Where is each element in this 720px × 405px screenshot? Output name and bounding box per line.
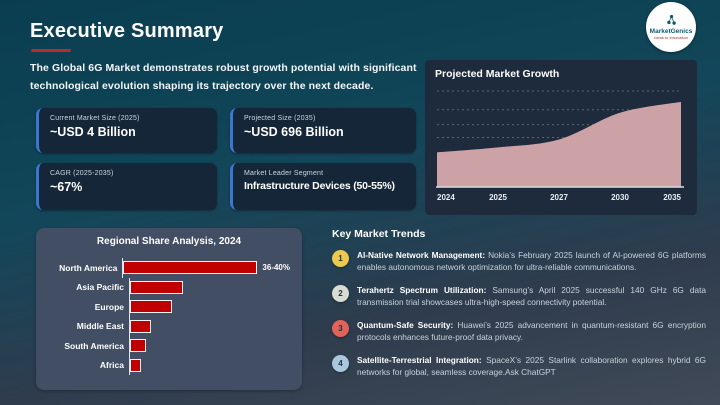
bar-category-label: Africa bbox=[99, 360, 124, 371]
bar-track: 36-40% bbox=[122, 258, 290, 278]
trends-heading: Key Market Trends bbox=[332, 228, 426, 240]
bar-value-label: 36-40% bbox=[262, 263, 290, 273]
projected-market-growth-panel: Projected Market Growth 2024 2025 2027 2030… bbox=[425, 60, 697, 215]
trend-item-4: 4 Satellite-Terrestrial Integration: Spa… bbox=[332, 354, 706, 378]
stat-card-current-size: Current Market Size (2025) ~USD 4 Billio… bbox=[36, 108, 217, 153]
trend-number-badge: 1 bbox=[332, 250, 349, 267]
growth-area-chart: 2024 2025 2027 2030 2035 bbox=[436, 90, 684, 202]
stat-label: Current Market Size (2025) bbox=[50, 115, 140, 122]
stat-label: Market Leader Segment bbox=[244, 170, 324, 177]
growth-chart-title: Projected Market Growth bbox=[435, 68, 560, 80]
bar bbox=[130, 280, 183, 294]
trend-text: Terahertz Spectrum Utilization: Samsung’… bbox=[357, 284, 706, 308]
logo-tagline: Ideas to Innovation bbox=[654, 34, 688, 40]
x-tick-label: 2027 bbox=[550, 193, 568, 202]
x-tick-label: 2024 bbox=[437, 193, 455, 202]
bar-row: Asia Pacific bbox=[48, 277, 290, 297]
key-market-trends-panel: Key Market Trends 1 AI-Native Network Ma… bbox=[332, 228, 706, 389]
regional-share-panel: Regional Share Analysis, 2024 North Amer… bbox=[36, 228, 302, 390]
stat-card-projected-size: Projected Size (2035) ~USD 696 Billion bbox=[230, 108, 416, 153]
x-tick-label: 2025 bbox=[489, 193, 507, 202]
bar bbox=[130, 300, 173, 314]
trend-body: Samsung’s April 2025 successful 140 GHz … bbox=[357, 285, 707, 308]
trend-item-2: 2 Terahertz Spectrum Utilization: Samsun… bbox=[332, 284, 706, 308]
bar-track bbox=[129, 355, 290, 375]
area-series bbox=[437, 101, 681, 187]
bar bbox=[130, 358, 141, 372]
bar bbox=[130, 339, 146, 353]
stat-label: CAGR (2025-2035) bbox=[50, 170, 114, 177]
bar-track bbox=[129, 336, 290, 356]
logo-name: MarketGenics bbox=[649, 27, 693, 35]
trend-text: Quantum-Safe Security: Huawei’s 2025 adv… bbox=[357, 319, 706, 343]
page-title: Executive Summary bbox=[30, 20, 224, 42]
trend-number-badge: 3 bbox=[332, 320, 349, 338]
bar-category-label: Asia Pacific bbox=[76, 282, 124, 293]
x-tick-label: 2035 bbox=[663, 193, 681, 202]
stat-value: Infrastructure Devices (50-55%) bbox=[244, 180, 395, 192]
molecule-icon bbox=[666, 14, 676, 25]
stat-value: ~USD 696 Billion bbox=[244, 125, 344, 139]
stat-value: ~67% bbox=[50, 180, 83, 194]
trend-item-1: 1 AI-Native Network Management: Nokia’s … bbox=[332, 249, 706, 273]
trend-text: Satellite-Terrestrial Integration: Space… bbox=[357, 354, 706, 378]
bar-track bbox=[129, 316, 290, 336]
bar bbox=[130, 319, 152, 333]
bar-category-label: Europe bbox=[94, 301, 124, 312]
trend-number-badge: 4 bbox=[332, 355, 349, 373]
trend-title: Quantum-Safe Security: bbox=[357, 320, 454, 331]
trend-title: Satellite-Terrestrial Integration: bbox=[357, 355, 482, 366]
trend-title: AI-Native Network Management: bbox=[357, 250, 486, 260]
trend-body: Nokia’s February 2025 launch of AI-power… bbox=[357, 250, 706, 273]
trend-title: Terahertz Spectrum Utilization: bbox=[357, 285, 487, 296]
regional-chart-title: Regional Share Analysis, 2024 bbox=[96, 236, 242, 247]
bar-row: Middle East bbox=[48, 316, 290, 336]
bar-row: Africa bbox=[48, 355, 290, 375]
bar-category-label: South America bbox=[64, 340, 124, 351]
intro-text: The Global 6G Market demonstrates robust… bbox=[30, 62, 417, 92]
regional-bar-chart: North America 36-40% Asia Pacific Europe Mid… bbox=[48, 258, 290, 375]
title-underline bbox=[31, 49, 71, 52]
stat-card-leader-segment: Market Leader Segment Infrastructure Dev… bbox=[230, 163, 416, 210]
bar-row: North America 36-40% bbox=[48, 258, 290, 278]
trend-text: AI-Native Network Management: Nokia’s Fe… bbox=[357, 249, 706, 273]
x-tick-label: 2030 bbox=[611, 193, 629, 202]
bar bbox=[123, 261, 258, 275]
bar-row: Europe bbox=[48, 297, 290, 317]
stat-value: ~USD 4 Billion bbox=[50, 125, 136, 139]
stat-cards: Current Market Size (2025) ~USD 4 Billio… bbox=[36, 108, 416, 210]
trend-body: Huawei’s 2025 advancement in quantum-res… bbox=[357, 320, 707, 343]
stat-card-cagr: CAGR (2025-2035) ~67% bbox=[36, 163, 217, 210]
bar-category-label: Middle East bbox=[76, 321, 124, 332]
bar-track bbox=[129, 277, 290, 297]
bar-row: South America bbox=[48, 336, 290, 356]
trend-number-badge: 2 bbox=[332, 285, 349, 303]
bar-category-label: North America bbox=[59, 262, 118, 273]
stat-label: Projected Size (2035) bbox=[244, 115, 316, 122]
marketgenics-logo: MarketGenics Ideas to Innovation bbox=[646, 2, 696, 52]
bar-track bbox=[129, 297, 290, 317]
trend-body: SpaceX’s 2025 Starlink collaboration exp… bbox=[357, 355, 707, 378]
trend-item-3: 3 Quantum-Safe Security: Huawei’s 2025 a… bbox=[332, 319, 706, 343]
